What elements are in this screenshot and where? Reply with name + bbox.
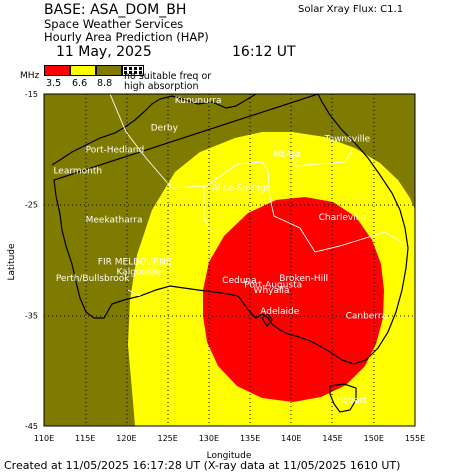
legend-tick-3: 8.8	[97, 78, 113, 89]
legend-olive-swatch	[96, 65, 122, 76]
place-label: Mt-Isa	[274, 150, 301, 160]
x-tick-label: 150E	[364, 434, 384, 443]
base-title: BASE: ASA_DOM_BH	[44, 2, 187, 18]
x-tick-label: 125E	[158, 434, 178, 443]
coastline	[51, 94, 409, 413]
legend-note: no suitable freq or high absorption	[124, 71, 212, 92]
place-label: Kalgoorlie	[116, 267, 161, 277]
legend-tick-2: 6.6	[72, 78, 88, 89]
fir-boundaries	[109, 94, 405, 297]
place-label: Hobart	[336, 396, 367, 406]
place-label: Port-Hedland	[86, 146, 145, 156]
place-label: Charleville	[319, 213, 367, 223]
footer-created: Created at 11/05/2025 16:17:28 UT (X-ray…	[4, 459, 401, 472]
place-label: Adelaide	[260, 307, 299, 317]
y-tick-label: -15	[25, 90, 38, 99]
x-tick-label: 115E	[75, 434, 95, 443]
plot-frame	[43, 93, 416, 427]
grid	[44, 94, 415, 426]
legend-unit: MHz	[20, 71, 40, 81]
x-tick-label: 140E	[281, 434, 301, 443]
place-label: Townsville	[324, 135, 371, 145]
place-labels: Kununurra Derby Port-Hedland Learmonth Mt-Is…	[53, 96, 387, 406]
legend-hatch-swatch	[122, 65, 144, 76]
place-label: Perth/Bullsbrook	[56, 274, 130, 284]
y-tick-label: -45	[25, 422, 38, 431]
place-label: Derby	[151, 124, 179, 134]
red-frequency-region	[203, 197, 384, 402]
place-label: Whyalla	[254, 286, 290, 296]
solar-xray-flux: Solar Xray Flux: C1.1	[298, 4, 404, 15]
x-tick-label: 120E	[116, 434, 136, 443]
x-tick-labels: 110E 115E 120E 125E 130E 135E 140E 145E 150E 155E	[34, 434, 425, 443]
forecast-date: 11 May, 2025	[56, 44, 152, 60]
legend-yellow-swatch	[70, 65, 96, 76]
forecast-time: 16:12 UT	[232, 44, 296, 60]
place-label: Meekatharra	[86, 215, 143, 225]
place-label: Learmonth	[53, 167, 102, 177]
place-label: Port-Augusta	[244, 281, 302, 291]
place-label: Kununurra	[175, 96, 222, 106]
place-label: Canberra	[346, 312, 388, 322]
place-label: Broken-Hill	[279, 274, 328, 284]
x-tick-label: 135E	[240, 434, 260, 443]
y-tick-label: -35	[25, 311, 38, 320]
x-tick-label: 145E	[322, 434, 342, 443]
x-axis-label: Longitude	[207, 451, 252, 461]
place-label: FIR MELBOURNE	[98, 257, 172, 267]
x-tick-label: 110E	[34, 434, 54, 443]
x-tick-label: 155E	[405, 434, 425, 443]
place-label: Ceduna	[222, 276, 256, 286]
y-axis-label: Latitude	[7, 243, 17, 281]
y-tick-labels: -15 -25 -35 -45	[25, 90, 38, 431]
y-tick-label: -25	[25, 201, 38, 210]
x-tick-label: 130E	[199, 434, 219, 443]
legend-red-swatch	[44, 65, 70, 76]
service-name: Space Weather Services	[44, 17, 184, 31]
legend-tick-1: 3.5	[46, 78, 62, 89]
place-label: Alice-Springs	[212, 183, 271, 193]
product-name: Hourly Area Prediction (HAP)	[44, 30, 209, 44]
